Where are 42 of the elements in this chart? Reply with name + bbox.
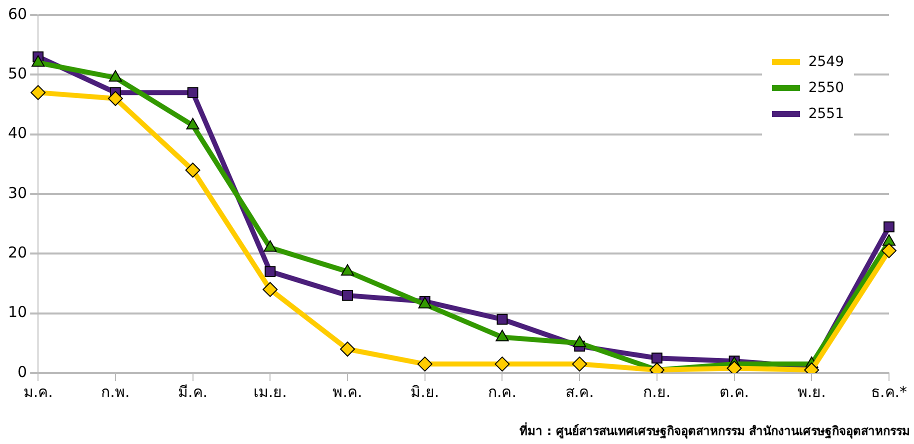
- point: [572, 356, 588, 372]
- point: [108, 91, 123, 106]
- point: [882, 243, 896, 258]
- point: [30, 85, 46, 100]
- x-tick-label: มี.ค.: [178, 382, 208, 401]
- point: [651, 352, 662, 364]
- x-tick-label: ต.ค.: [720, 382, 750, 401]
- point: [187, 87, 198, 98]
- point: [573, 336, 586, 348]
- legend-label: 2551: [808, 106, 844, 122]
- point: [262, 282, 278, 297]
- point: [494, 356, 510, 372]
- x-tick-label: ก.พ.: [101, 382, 130, 401]
- x-tick-label: มิ.ย.: [410, 382, 440, 401]
- y-tick-label: 60: [8, 4, 28, 23]
- x-tick-label: พ.ค.: [332, 382, 362, 401]
- text: ที่มา : ศูนย์สารสนเทศเศรษฐกิจอุตสาหกรรม สำนักงานเศรษฐกิจอุตสาหกรรม: [520, 421, 910, 440]
- y-tick-label: 40: [8, 124, 28, 142]
- x-tick-label: ส.ค.: [565, 382, 594, 401]
- point: [496, 314, 508, 325]
- x-tick-label: ธ.ค.*: [870, 382, 908, 401]
- point: [340, 342, 356, 357]
- point: [340, 264, 354, 276]
- point: [264, 240, 277, 252]
- y-tick-label: 0: [18, 362, 28, 381]
- legend-label: 2549: [808, 54, 844, 70]
- legend-label: 2550: [808, 80, 844, 96]
- point: [342, 290, 353, 301]
- point: [496, 330, 509, 342]
- point: [185, 162, 200, 178]
- y-tick-label: 50: [8, 64, 28, 83]
- y-tick-label: 10: [8, 303, 28, 322]
- point: [417, 356, 432, 372]
- y-tick-label: 20: [8, 244, 28, 262]
- y-tick-label: 30: [8, 184, 28, 202]
- x-tick-label: ม.ค.: [23, 382, 53, 401]
- x-tick-label: ก.ย.: [643, 382, 671, 401]
- point: [884, 221, 894, 232]
- x-tick-label: พ.ย.: [797, 382, 826, 401]
- point: [264, 266, 276, 278]
- x-tick-label: เม.ย.: [253, 382, 287, 401]
- x-tick-label: ก.ค.: [488, 382, 516, 401]
